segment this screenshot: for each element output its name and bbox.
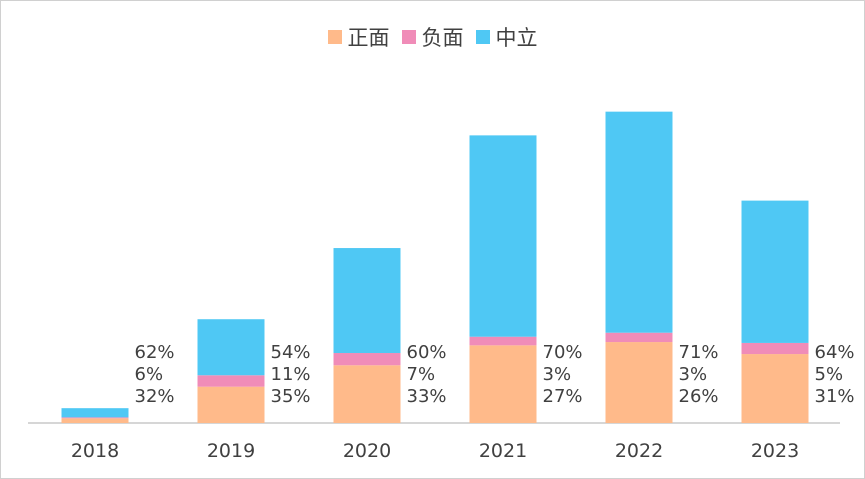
bar-neutral-2023 <box>741 200 809 343</box>
bar-positive-2018 <box>61 418 129 423</box>
pct-label-negative-2020: 7% <box>407 364 436 385</box>
bar-positive-2021 <box>469 345 537 423</box>
bar-neutral-2019 <box>197 319 265 376</box>
pct-label-positive-2020: 33% <box>407 386 447 407</box>
bar-negative-2021 <box>469 336 537 346</box>
legend-item-positive: 正面 <box>327 22 390 52</box>
pct-label-positive-2022: 26% <box>679 386 719 407</box>
pct-label-negative-2022: 3% <box>679 364 708 385</box>
bar-neutral-2021 <box>469 135 537 337</box>
bar-positive-2023 <box>741 354 809 423</box>
legend-swatch-positive <box>327 30 342 44</box>
legend-item-neutral: 中立 <box>475 22 538 52</box>
pct-label-negative-2019: 11% <box>271 364 311 385</box>
pct-label-neutral-2023: 64% <box>815 342 855 363</box>
legend-label-neutral: 中立 <box>495 26 538 50</box>
legend-label-positive: 正面 <box>347 26 390 50</box>
x-tick-2018: 2018 <box>71 440 119 462</box>
bar-neutral-2022 <box>605 111 673 333</box>
x-tick-2022: 2022 <box>615 440 663 462</box>
legend: 正面 负面 中立 <box>0 22 865 52</box>
pct-label-neutral-2021: 70% <box>543 342 583 363</box>
pct-label-negative-2018: 6% <box>135 364 164 385</box>
bar-negative-2023 <box>741 342 809 355</box>
pct-label-positive-2018: 32% <box>135 386 175 407</box>
pct-label-neutral-2018: 62% <box>135 342 175 363</box>
pct-label-neutral-2020: 60% <box>407 342 447 363</box>
pct-label-neutral-2022: 71% <box>679 342 719 363</box>
pct-label-positive-2019: 35% <box>271 386 311 407</box>
x-tick-2021: 2021 <box>479 440 527 462</box>
pct-label-neutral-2019: 54% <box>271 342 311 363</box>
bar-neutral-2018 <box>61 408 129 418</box>
bar-negative-2019 <box>197 375 265 387</box>
pct-label-negative-2023: 5% <box>815 364 844 385</box>
bar-positive-2020 <box>333 365 401 423</box>
legend-swatch-neutral <box>475 30 490 44</box>
pct-label-negative-2021: 3% <box>543 364 572 385</box>
bar-negative-2018 <box>61 417 129 419</box>
pct-label-positive-2023: 31% <box>815 386 855 407</box>
x-tick-2020: 2020 <box>343 440 391 462</box>
x-tick-2023: 2023 <box>751 440 799 462</box>
legend-swatch-negative <box>401 30 416 44</box>
legend-item-negative: 负面 <box>401 22 464 52</box>
bar-negative-2022 <box>605 332 673 343</box>
bar-neutral-2020 <box>333 248 401 354</box>
legend-label-negative: 负面 <box>421 26 464 50</box>
bar-positive-2022 <box>605 342 673 423</box>
bar-negative-2020 <box>333 353 401 366</box>
pct-label-positive-2021: 27% <box>543 386 583 407</box>
bar-positive-2019 <box>197 386 265 423</box>
x-tick-2019: 2019 <box>207 440 255 462</box>
